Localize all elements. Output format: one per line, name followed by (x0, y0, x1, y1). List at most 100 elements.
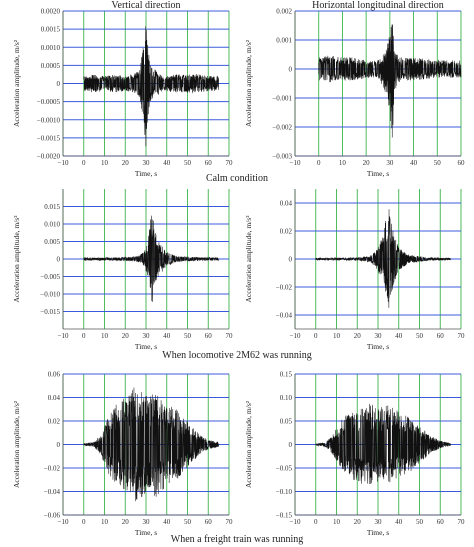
y-tick-label: 0 (57, 256, 61, 264)
y-tick-label: 0 (289, 66, 293, 74)
x-tick-label: 10 (101, 518, 109, 526)
y-tick-label: 0.05 (280, 418, 293, 426)
y-tick-label: −0.02 (44, 465, 61, 473)
x-tick-label: 40 (395, 518, 403, 526)
y-tick-label: 0.005 (44, 238, 60, 246)
y-tick-label: −0.005 (40, 273, 60, 281)
y-tick-label: −0.05 (276, 465, 293, 473)
y-tick-label: −0.003 (272, 153, 292, 161)
x-tick-label: −10 (58, 332, 69, 340)
x-tick-label: 50 (434, 159, 442, 167)
y-tick-label: 0.001 (276, 37, 292, 45)
y-tick-label: 0.010 (44, 221, 60, 229)
plots-layer: Vertical direction −10 0 10 20 30 40 50 60 70 −0.0… (12, 0, 465, 537)
x-tick-label: −10 (58, 159, 69, 167)
x-tick-label: 20 (122, 518, 130, 526)
x-tick-label: 70 (226, 518, 234, 526)
caption-locomotive: When locomotive 2M62 was running (162, 350, 311, 361)
y-tick-label: −0.15 (276, 512, 293, 520)
x-axis-label: Time, s (367, 169, 389, 178)
x-axis-label: Time, s (367, 342, 389, 351)
x-tick-label: −10 (290, 159, 301, 167)
x-tick-label: 60 (205, 332, 213, 340)
x-tick-label: 10 (101, 332, 109, 340)
chart-2: Horizontal longitudinal direction −10 0 10 2… (244, 0, 465, 178)
x-tick-label: 10 (333, 518, 341, 526)
y-tick-label: −0.002 (272, 124, 292, 132)
y-axis-label: Acceleration amplitude, m/s² (12, 215, 21, 303)
x-tick-label: 40 (410, 159, 418, 167)
signal-trace (83, 387, 219, 502)
x-tick-label: 10 (333, 332, 341, 340)
y-tick-label: 0.02 (48, 418, 61, 426)
x-tick-label: 20 (354, 332, 362, 340)
x-tick-label: 30 (143, 332, 151, 340)
caption-freight: When a freight train was running (171, 534, 303, 545)
y-axis-label: Acceleration amplitude, m/s² (12, 39, 21, 127)
x-tick-label: 20 (122, 332, 130, 340)
x-tick-label: 0 (317, 159, 321, 167)
y-tick-label: 0.04 (48, 394, 61, 402)
x-tick-label: 60 (437, 518, 445, 526)
chart-1: Vertical direction −10 0 10 20 30 40 50 60 70 −0.0… (12, 0, 233, 178)
y-tick-label: 0.0005 (41, 62, 61, 70)
y-tick-label: 0 (289, 256, 293, 264)
x-tick-label: 50 (416, 332, 424, 340)
x-tick-label: 30 (386, 159, 394, 167)
signal-trace (83, 26, 219, 147)
chart-4: −10 0 10 20 30 40 50 60 70 −0.04 −0.02 0 0.02 0.04 Tim… (244, 189, 465, 351)
x-tick-label: 30 (143, 518, 151, 526)
y-axis-label: Acceleration amplitude, m/s² (244, 215, 253, 303)
x-tick-label: 70 (226, 159, 234, 167)
y-tick-label: −0.04 (276, 312, 293, 320)
y-tick-label: 0 (57, 80, 61, 88)
y-tick-label: −0.10 (276, 488, 293, 496)
x-tick-label: 60 (458, 159, 466, 167)
x-tick-label: 70 (458, 518, 466, 526)
signal-trace (83, 215, 219, 302)
x-tick-label: 60 (437, 332, 445, 340)
x-tick-label: 40 (395, 332, 403, 340)
x-tick-label: 20 (354, 518, 362, 526)
x-tick-label: −10 (290, 518, 301, 526)
x-tick-label: 40 (163, 518, 171, 526)
x-tick-label: 0 (314, 518, 318, 526)
x-tick-label: 10 (101, 159, 109, 167)
x-tick-label: 0 (82, 332, 86, 340)
y-tick-label: −0.02 (276, 284, 293, 292)
caption-calm: Calm condition (206, 173, 268, 184)
y-axis-label: Acceleration amplitude, m/s² (244, 400, 253, 488)
y-tick-label: 0.15 (280, 371, 293, 379)
x-tick-label: 20 (122, 159, 130, 167)
x-tick-label: 0 (314, 332, 318, 340)
y-tick-label: −0.0015 (37, 134, 61, 142)
y-tick-label: 0.0015 (41, 26, 61, 34)
x-tick-label: 30 (143, 159, 151, 167)
chart-title: Vertical direction (111, 0, 180, 11)
x-axis-label: Time, s (135, 169, 157, 178)
chart-5: −10 0 10 20 30 40 50 60 70 −0.06 −0.04 −0.02 0 0.02 0.… (12, 371, 233, 538)
x-tick-label: 60 (205, 159, 213, 167)
y-tick-label: 0.04 (280, 200, 293, 208)
x-tick-label: 40 (163, 159, 171, 167)
x-tick-label: 10 (339, 159, 347, 167)
x-tick-label: 0 (82, 518, 86, 526)
y-tick-label: 0.002 (276, 8, 292, 16)
y-tick-label: 0 (57, 441, 61, 449)
x-tick-label: −10 (290, 332, 301, 340)
y-tick-label: 0.015 (44, 203, 60, 211)
x-tick-label: −10 (58, 518, 69, 526)
y-tick-label: −0.0020 (37, 153, 61, 161)
x-tick-label: 30 (375, 332, 383, 340)
signal-trace (315, 209, 451, 308)
chart-3: −10 0 10 20 30 40 50 60 70 −0.015 −0.010 −0.005 0 0.0… (12, 189, 233, 351)
x-tick-label: 60 (205, 518, 213, 526)
y-tick-label: 0.0020 (41, 8, 61, 16)
chart-6: −10 0 10 20 30 40 50 60 70 −0.15 −0.10 −0.05 0 0.05 0.… (244, 371, 465, 538)
x-tick-label: 70 (226, 332, 234, 340)
y-tick-label: 0.0010 (41, 44, 61, 52)
x-tick-label: 70 (458, 332, 466, 340)
y-tick-label: −0.04 (44, 488, 61, 496)
x-axis-label: Time, s (135, 342, 157, 351)
